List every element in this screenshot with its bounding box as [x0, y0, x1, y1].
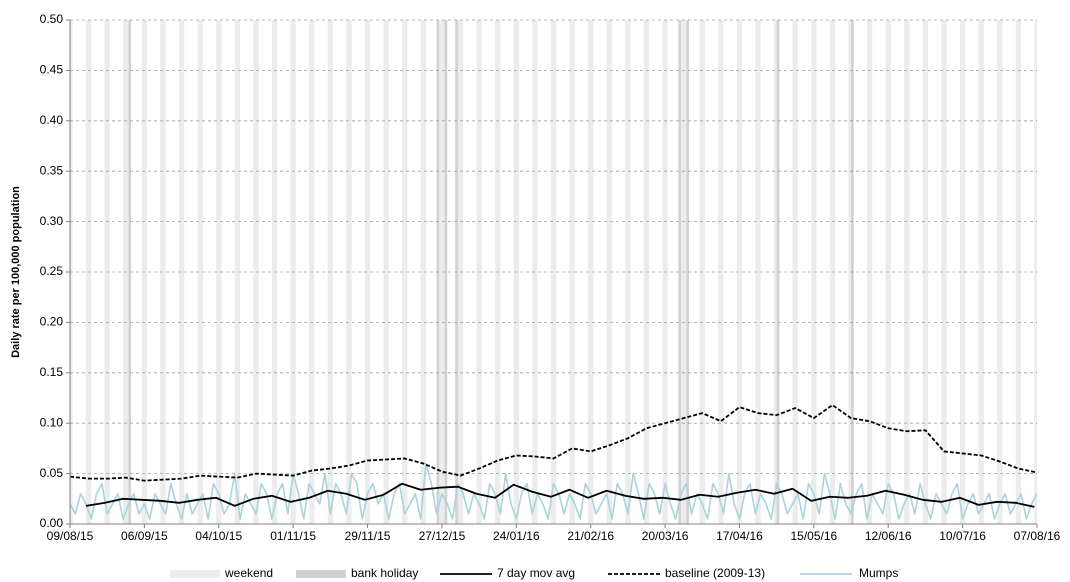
- legend-swatch: [170, 570, 220, 578]
- y-tick-label: 0.20: [40, 315, 64, 329]
- weekend-band: [383, 20, 389, 524]
- weekend-band: [569, 20, 575, 524]
- bank-holiday-band: [686, 20, 689, 524]
- legend-label: weekend: [224, 566, 273, 580]
- legend-label: Mumps: [859, 566, 898, 580]
- weekend-band: [216, 20, 222, 524]
- weekend-band: [234, 20, 241, 524]
- y-tick-label: 0.35: [40, 163, 64, 177]
- y-axis-label: Daily rate per 100,000 population: [10, 186, 22, 358]
- bank-holiday-band: [128, 20, 132, 524]
- x-tick-label: 15/05/16: [790, 529, 837, 543]
- y-tick-label: 0.40: [40, 113, 64, 127]
- x-tick-label: 04/10/15: [195, 529, 242, 543]
- weekend-band: [178, 20, 185, 524]
- weekend-band: [606, 20, 612, 524]
- legend-swatch: [296, 570, 346, 578]
- x-tick-label: 29/11/15: [345, 529, 391, 543]
- weekend-band: [439, 20, 445, 524]
- x-tick-label: 01/11/15: [270, 529, 316, 543]
- x-tick-label: 06/09/15: [121, 529, 168, 543]
- weekend-band: [625, 20, 631, 524]
- weekend-band: [736, 20, 743, 524]
- weekend-band: [773, 20, 780, 524]
- weekend-band: [253, 20, 259, 524]
- weekend-band: [997, 20, 1003, 524]
- x-tick-label: 24/01/16: [493, 529, 540, 543]
- bank-holiday-band: [444, 20, 448, 524]
- x-tick-label: 12/06/16: [865, 529, 912, 543]
- bank-holiday-band: [776, 20, 780, 524]
- x-tick-label: 17/04/16: [716, 529, 763, 543]
- weekend-band: [197, 20, 203, 524]
- y-tick-label: 0.15: [40, 365, 64, 379]
- series-layer: [70, 404, 1037, 520]
- weekend-band: [959, 20, 966, 524]
- weekend-band: [402, 20, 408, 524]
- y-tick-label: 0.25: [40, 264, 64, 278]
- weekend-band: [550, 20, 557, 524]
- x-tick-label: 27/12/15: [419, 529, 466, 543]
- x-tick-label: 10/07/16: [939, 529, 986, 543]
- weekend-band: [792, 20, 798, 524]
- series-line: [70, 462, 1037, 520]
- y-tick-label: 0.00: [40, 516, 64, 530]
- x-tick-label: 20/03/16: [642, 529, 689, 543]
- weekend-band: [364, 20, 371, 524]
- weekend-band: [978, 20, 984, 524]
- y-tick-label: 0.10: [40, 415, 64, 429]
- grid-layer: [70, 19, 1037, 475]
- series-line: [70, 404, 1037, 482]
- x-tick-label: 21/02/16: [567, 529, 614, 543]
- axes-layer: 0.00 0.05 0.10 0.15 0.20 0.25 0.30 0.35 0.40 0.45…: [40, 12, 1061, 543]
- y-tick-label: 0.30: [40, 214, 64, 228]
- y-tick-label: 0.50: [40, 12, 64, 26]
- legend-label: 7 day mov avg: [497, 566, 575, 580]
- bank-holiday-band: [678, 20, 682, 524]
- weekend-band: [420, 20, 426, 524]
- weekend-band: [811, 20, 817, 524]
- weekend-band: [941, 20, 947, 524]
- weekend-band: [588, 20, 594, 524]
- weekend-band: [755, 20, 761, 524]
- x-tick-label: 09/08/15: [47, 529, 94, 543]
- weekend-band: [922, 20, 929, 524]
- series-line: [85, 482, 1035, 508]
- weekend-band: [1034, 20, 1037, 524]
- y-tick-label: 0.45: [40, 63, 64, 77]
- x-tick-label: 07/08/16: [1014, 529, 1061, 543]
- legend-label: baseline (2009-13): [665, 566, 765, 580]
- legend-label: bank holiday: [351, 566, 418, 580]
- y-tick-label: 0.05: [40, 466, 64, 480]
